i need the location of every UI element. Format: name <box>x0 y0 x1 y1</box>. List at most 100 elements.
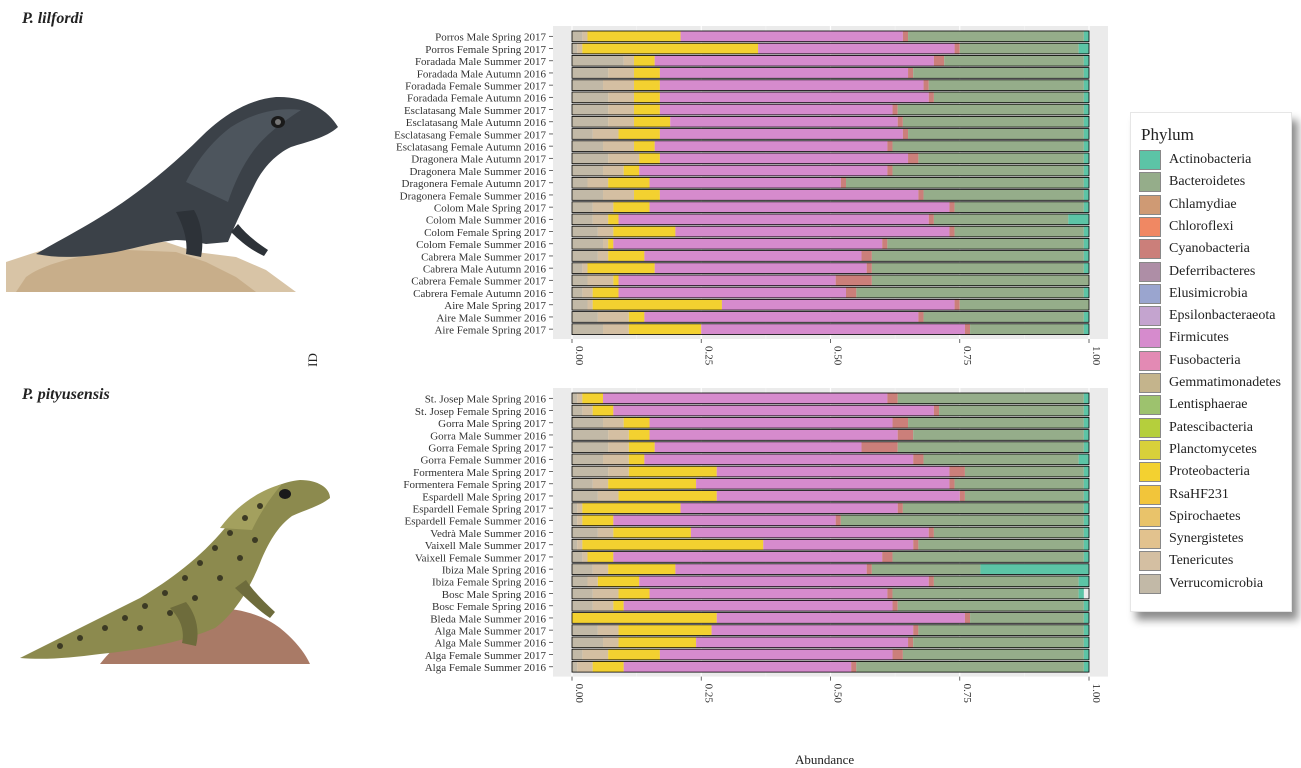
bar-segment-verrucomicrobia <box>572 165 604 176</box>
bar-segment-actinobacteria <box>1083 405 1089 416</box>
bar-segment-proteobacteria <box>608 214 619 225</box>
bar-segment-bacteroidetes <box>897 600 1084 612</box>
bar-outline <box>571 128 1090 140</box>
bar-segment-firmicutes <box>659 79 924 91</box>
bar-segment-verrucomicrobia <box>572 275 588 286</box>
bar-segment-tenericutes <box>592 128 619 140</box>
bar-segment-bacteroidetes <box>908 31 1084 42</box>
species-title-lilfordi: P. lilfordi <box>22 10 84 27</box>
bar-segment-firmicutes <box>618 214 929 225</box>
legend-swatch <box>1139 439 1161 460</box>
legend-item: Epsilonbacteraeota <box>1139 305 1276 327</box>
bar-segment-cyanobacteria <box>933 55 945 67</box>
legend-item: Deferribacteres <box>1139 261 1255 283</box>
bar-segment-actinobacteria <box>1078 43 1089 54</box>
bar-outline <box>571 551 1090 563</box>
bar-outline <box>571 612 1090 624</box>
bar-segment-tenericutes <box>603 165 624 176</box>
category-label: Alga Male Summer 2016 <box>434 638 546 650</box>
bar-segment-proteobacteria <box>613 275 619 286</box>
bar-segment-actinobacteria <box>1083 393 1089 404</box>
bar-segment-verrucomicrobia <box>572 31 583 42</box>
category-label: Dragonera Female Autumn 2017 <box>402 178 547 190</box>
category-label: St. Josep Female Spring 2016 <box>415 406 547 418</box>
bar-segment-proteobacteria <box>582 502 681 514</box>
bar-segment-bacteroidetes <box>913 67 1084 79</box>
bar-segment-tenericutes <box>597 226 614 237</box>
category-label: Cabrera Male Summer 2017 <box>421 251 546 263</box>
bar-segment-firmicutes <box>649 417 893 429</box>
bar-segment-proteobacteria <box>618 588 650 599</box>
legend-swatch <box>1139 506 1161 527</box>
bar-segment-cyanobacteria <box>954 299 960 311</box>
bar-segment-cyanobacteria <box>861 250 872 262</box>
legend-label: Fusobacteria <box>1169 352 1241 368</box>
bar-segment-bacteroidetes <box>970 612 1084 624</box>
category-label: Aire Female Spring 2017 <box>434 325 546 337</box>
legend-swatch <box>1139 551 1161 572</box>
bar-segment-cyanobacteria <box>954 43 960 54</box>
category-label: Esclatasang Female Summer 2017 <box>394 129 546 141</box>
legend-item: Synergistetes <box>1139 528 1243 550</box>
category-label: Dragonera Female Summer 2016 <box>400 190 547 202</box>
bar-segment-actinobacteria <box>1083 441 1089 453</box>
bar-outline <box>571 660 1090 673</box>
bar-segment-tenericutes <box>608 466 629 477</box>
legend-label: Firmicutes <box>1169 330 1229 346</box>
bar-outline <box>571 152 1090 165</box>
bar-segment-verrucomicrobia <box>572 649 583 660</box>
bar-outline <box>571 453 1090 466</box>
bar-segment-firmicutes <box>716 466 950 477</box>
bar-segment-bacteroidetes <box>892 140 1084 152</box>
legend-label: Proteobacteria <box>1169 464 1250 480</box>
bar-segment-firmicutes <box>721 299 955 311</box>
bar-outline <box>571 392 1090 405</box>
legend-label: Cyanobacteria <box>1169 241 1250 257</box>
bar-segment-verrucomicrobia <box>572 287 583 298</box>
bar-segment-verrucomicrobia <box>572 661 578 673</box>
bar-segment-bacteroidetes <box>892 165 1084 176</box>
bar-segment-verrucomicrobia <box>572 576 588 587</box>
bar-segment-proteobacteria <box>634 79 660 91</box>
category-label: Gorra Male Spring 2017 <box>438 418 546 430</box>
bar-segment-cyanobacteria <box>928 527 934 538</box>
bar-segment-cyanobacteria <box>892 104 898 115</box>
bar-segment-actinobacteria <box>1083 250 1089 262</box>
bar-segment-cyanobacteria <box>846 287 857 298</box>
bar-segment-actinobacteria <box>1083 490 1089 502</box>
bar-segment-bacteroidetes <box>918 539 1084 551</box>
bar-segment-bacteroidetes <box>871 250 1084 262</box>
legend-item: Chloroflexi <box>1139 216 1234 238</box>
bar-segment-verrucomicrobia <box>572 79 604 91</box>
bar-outline <box>571 624 1090 636</box>
bar-segment-proteobacteria <box>592 405 614 416</box>
bar-segment-verrucomicrobia <box>572 226 598 237</box>
bar-segment-tenericutes <box>582 31 588 42</box>
legend-label: Gemmatimonadetes <box>1169 375 1281 390</box>
bar-segment-bacteroidetes <box>913 637 1084 648</box>
bar-segment-cyanobacteria <box>918 189 924 201</box>
bar-segment-bacteroidetes <box>964 490 1084 502</box>
bar-segment-proteobacteria <box>628 429 650 441</box>
bar-segment-bacteroidetes <box>902 116 1084 128</box>
x-tick-label: 0.25 <box>702 684 714 704</box>
bar-segment-bacteroidetes <box>923 311 1084 323</box>
bar-segment-tenericutes <box>592 600 614 612</box>
bar-segment-cyanobacteria <box>964 323 971 335</box>
bar-segment-verrucomicrobia <box>572 201 593 213</box>
category-label: Porros Female Spring 2017 <box>425 44 546 56</box>
bar-segment-firmicutes <box>659 649 893 660</box>
bar-outline <box>571 429 1090 441</box>
bar-segment-firmicutes <box>613 238 883 250</box>
legend-swatch <box>1139 150 1161 170</box>
bar-segment-firmicutes <box>711 624 914 636</box>
bar-segment-tenericutes <box>577 43 583 54</box>
category-label: Foradada Male Autumn 2016 <box>417 68 547 80</box>
bar-segment-firmicutes <box>654 140 888 152</box>
bar-segment-proteobacteria <box>634 189 660 201</box>
bar-outline <box>571 189 1090 201</box>
bar-segment-cyanobacteria <box>882 551 893 563</box>
bar-segment-actinobacteria <box>1083 478 1089 490</box>
bar-segment-actinobacteria <box>1083 128 1089 140</box>
